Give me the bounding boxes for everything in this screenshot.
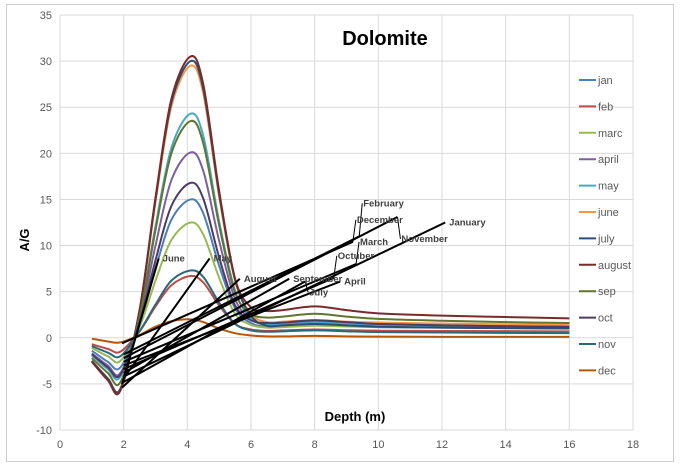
annotation-label: April: [344, 277, 366, 288]
annotation-line: [122, 257, 211, 379]
annotation-line: [121, 278, 241, 389]
legend-label-april: april: [598, 154, 619, 166]
x-tick-label: 18: [627, 439, 639, 451]
legend-label-sep: sep: [598, 286, 616, 298]
legend-label-june: june: [597, 207, 619, 219]
x-tick-label: 2: [121, 439, 127, 451]
annotation-label: November: [401, 234, 448, 245]
annotation-leader: [355, 241, 360, 265]
chart-border: [6, 4, 674, 462]
x-tick-label: 12: [436, 439, 448, 451]
legend: jan feb marc april may june july august sep oct no…: [579, 75, 631, 377]
y-tick-label: 15: [40, 194, 52, 206]
annotation-labels: June May August September July Octuber April Ma…: [163, 198, 487, 298]
annotation-line: [123, 263, 357, 363]
x-tick-label: 0: [57, 439, 63, 451]
annotation-leader: [304, 281, 309, 293]
x-tick-label: 6: [248, 439, 254, 451]
y-axis-label: A/G: [17, 228, 32, 251]
legend-label-feb: feb: [598, 101, 613, 113]
series-line-august: [91, 55, 570, 396]
x-tick-label: 4: [184, 439, 190, 451]
chart-title: Dolomite: [342, 28, 428, 50]
x-tick-label: 14: [500, 439, 512, 451]
y-tick-label: 20: [40, 148, 52, 160]
annotation-leader: [352, 219, 357, 242]
annotations: June May August September July Octuber April Ma…: [121, 198, 487, 389]
annotation-label: January: [449, 218, 486, 229]
series-line-sep: [91, 119, 570, 387]
y-axis-ticks: -10 -5 0 5 10 15 20 25 30 35: [36, 10, 52, 437]
legend-label-oct: oct: [598, 313, 613, 325]
annotation-label: May: [214, 253, 233, 264]
y-tick-label: 10: [40, 241, 52, 253]
annotation-label: February: [363, 198, 404, 209]
annotation-line: [123, 216, 398, 359]
legend-label-may: may: [598, 181, 619, 193]
x-axis-label: Depth (m): [325, 409, 386, 424]
y-tick-label: 35: [40, 10, 52, 22]
annotation-label: July: [309, 288, 329, 299]
x-tick-label: 10: [372, 439, 384, 451]
legend-label-dec: dec: [598, 365, 616, 377]
y-tick-label: 5: [46, 287, 52, 299]
annotation-leader: [333, 255, 338, 278]
x-tick-label: 16: [563, 439, 575, 451]
legend-label-august: august: [598, 260, 631, 272]
annotation-line: [123, 221, 446, 378]
x-axis-ticks: 0 2 4 6 8 10 12 14 16 18: [57, 439, 639, 451]
y-tick-label: 25: [40, 102, 52, 114]
annotation-label: March: [360, 237, 388, 248]
x-tick-label: 8: [312, 439, 318, 451]
annotation-lines: [121, 203, 446, 389]
legend-label-july: july: [597, 233, 615, 245]
annotation-label: August: [244, 274, 278, 285]
y-tick-label: 0: [46, 333, 52, 345]
annotation-label: December: [357, 215, 403, 226]
legend-label-jan: jan: [597, 75, 613, 87]
annotation-label: September: [293, 274, 342, 285]
y-tick-label: -10: [36, 425, 52, 437]
legend-label-marc: marc: [598, 128, 623, 140]
legend-label-nov: nov: [598, 339, 616, 351]
annotation-leader: [358, 203, 363, 237]
annotation-line: [123, 280, 341, 367]
annotation-label: June: [163, 253, 185, 264]
annotation-leader: [396, 216, 401, 240]
annotation-label: Octuber: [338, 251, 375, 262]
y-tick-label: -5: [42, 379, 52, 391]
y-tick-label: 30: [40, 56, 52, 68]
